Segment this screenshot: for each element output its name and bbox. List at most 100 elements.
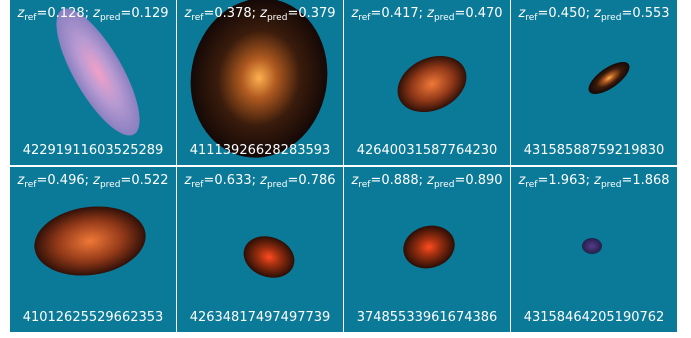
redshift-label: zref=0.888; zpred=0.890	[344, 173, 510, 190]
equals: =	[370, 6, 381, 21]
galaxy	[238, 229, 301, 284]
symbol: z	[93, 6, 100, 21]
galaxy-image	[10, 0, 176, 165]
object-id: 41113926628283593	[177, 143, 343, 158]
equals: =	[36, 6, 47, 21]
galaxy	[584, 56, 635, 100]
symbol: z	[260, 173, 267, 188]
z-pred: 0.470	[465, 6, 502, 21]
subscript: pred	[601, 13, 621, 23]
subscript: ref	[191, 13, 203, 23]
equals: =	[120, 173, 131, 188]
equals: =	[537, 6, 548, 21]
z-ref: 0.417	[381, 6, 418, 21]
symbol: z	[427, 173, 434, 188]
subscript: ref	[525, 180, 537, 190]
redshift-label: zref=0.128; zpred=0.129	[10, 6, 176, 23]
separator: ;	[85, 6, 89, 21]
galaxy-image	[511, 0, 677, 165]
symbol: z	[427, 6, 434, 21]
subscript: pred	[100, 13, 120, 23]
subscript: ref	[191, 180, 203, 190]
galaxy-image	[177, 0, 343, 165]
symbol: z	[594, 173, 601, 188]
subscript: ref	[358, 180, 370, 190]
z-pred: 1.868	[632, 173, 669, 188]
z-ref: 0.888	[381, 173, 418, 188]
galaxy	[398, 220, 459, 274]
galaxy	[30, 200, 150, 283]
subscript: pred	[601, 180, 621, 190]
galaxy	[582, 238, 602, 254]
redshift-label: zref=0.417; zpred=0.470	[344, 6, 510, 23]
separator: ;	[586, 173, 590, 188]
galaxy-image	[344, 0, 510, 165]
z-ref: 0.496	[47, 173, 84, 188]
z-ref: 0.378	[214, 6, 251, 21]
z-pred: 0.553	[632, 6, 669, 21]
object-id: 41012625529662353	[10, 310, 176, 325]
equals: =	[621, 6, 632, 21]
separator: ;	[419, 6, 423, 21]
subscript: ref	[24, 13, 36, 23]
z-ref: 0.450	[548, 6, 585, 21]
galaxy-image	[10, 167, 176, 332]
object-id: 42291911603525289	[10, 143, 176, 158]
subscript: ref	[358, 13, 370, 23]
z-pred: 0.522	[131, 173, 168, 188]
equals: =	[287, 6, 298, 21]
subscript: ref	[525, 13, 537, 23]
equals: =	[537, 173, 548, 188]
object-id: 42640031587764230	[344, 143, 510, 158]
subscript: pred	[434, 13, 454, 23]
equals: =	[370, 173, 381, 188]
equals: =	[120, 6, 131, 21]
separator: ;	[586, 6, 590, 21]
subscript: pred	[100, 180, 120, 190]
z-pred: 0.890	[465, 173, 502, 188]
galaxy-image	[177, 167, 343, 332]
galaxy	[178, 0, 340, 165]
redshift-label: zref=0.633; zpred=0.786	[177, 173, 343, 190]
separator: ;	[252, 6, 256, 21]
object-id: 37485533961674386	[344, 310, 510, 325]
galaxy	[388, 45, 475, 123]
equals: =	[287, 173, 298, 188]
symbol: z	[260, 6, 267, 21]
subscript: ref	[24, 180, 36, 190]
z-pred: 0.379	[298, 6, 335, 21]
page: zref=0.128; zpred=0.12942291911603525289…	[0, 0, 691, 338]
subscript: pred	[434, 180, 454, 190]
galaxy-image	[344, 167, 510, 332]
subscript: pred	[267, 180, 287, 190]
equals: =	[203, 6, 214, 21]
z-ref: 0.633	[214, 173, 251, 188]
equals: =	[454, 6, 465, 21]
redshift-label: zref=0.378; zpred=0.379	[177, 6, 343, 23]
symbol: z	[93, 173, 100, 188]
symbol: z	[594, 6, 601, 21]
equals: =	[203, 173, 214, 188]
equals: =	[36, 173, 47, 188]
z-pred: 0.129	[131, 6, 168, 21]
galaxy-image	[511, 167, 677, 332]
redshift-label: zref=0.496; zpred=0.522	[10, 173, 176, 190]
subscript: pred	[267, 13, 287, 23]
z-pred: 0.786	[298, 173, 335, 188]
image-grid: zref=0.128; zpred=0.12942291911603525289…	[10, 0, 676, 332]
separator: ;	[252, 173, 256, 188]
object-id: 43158588759219830	[511, 143, 677, 158]
equals: =	[454, 173, 465, 188]
object-id: 43158464205190762	[511, 310, 677, 325]
separator: ;	[419, 173, 423, 188]
redshift-label: zref=1.963; zpred=1.868	[511, 173, 677, 190]
separator: ;	[85, 173, 89, 188]
object-id: 42634817497497739	[177, 310, 343, 325]
